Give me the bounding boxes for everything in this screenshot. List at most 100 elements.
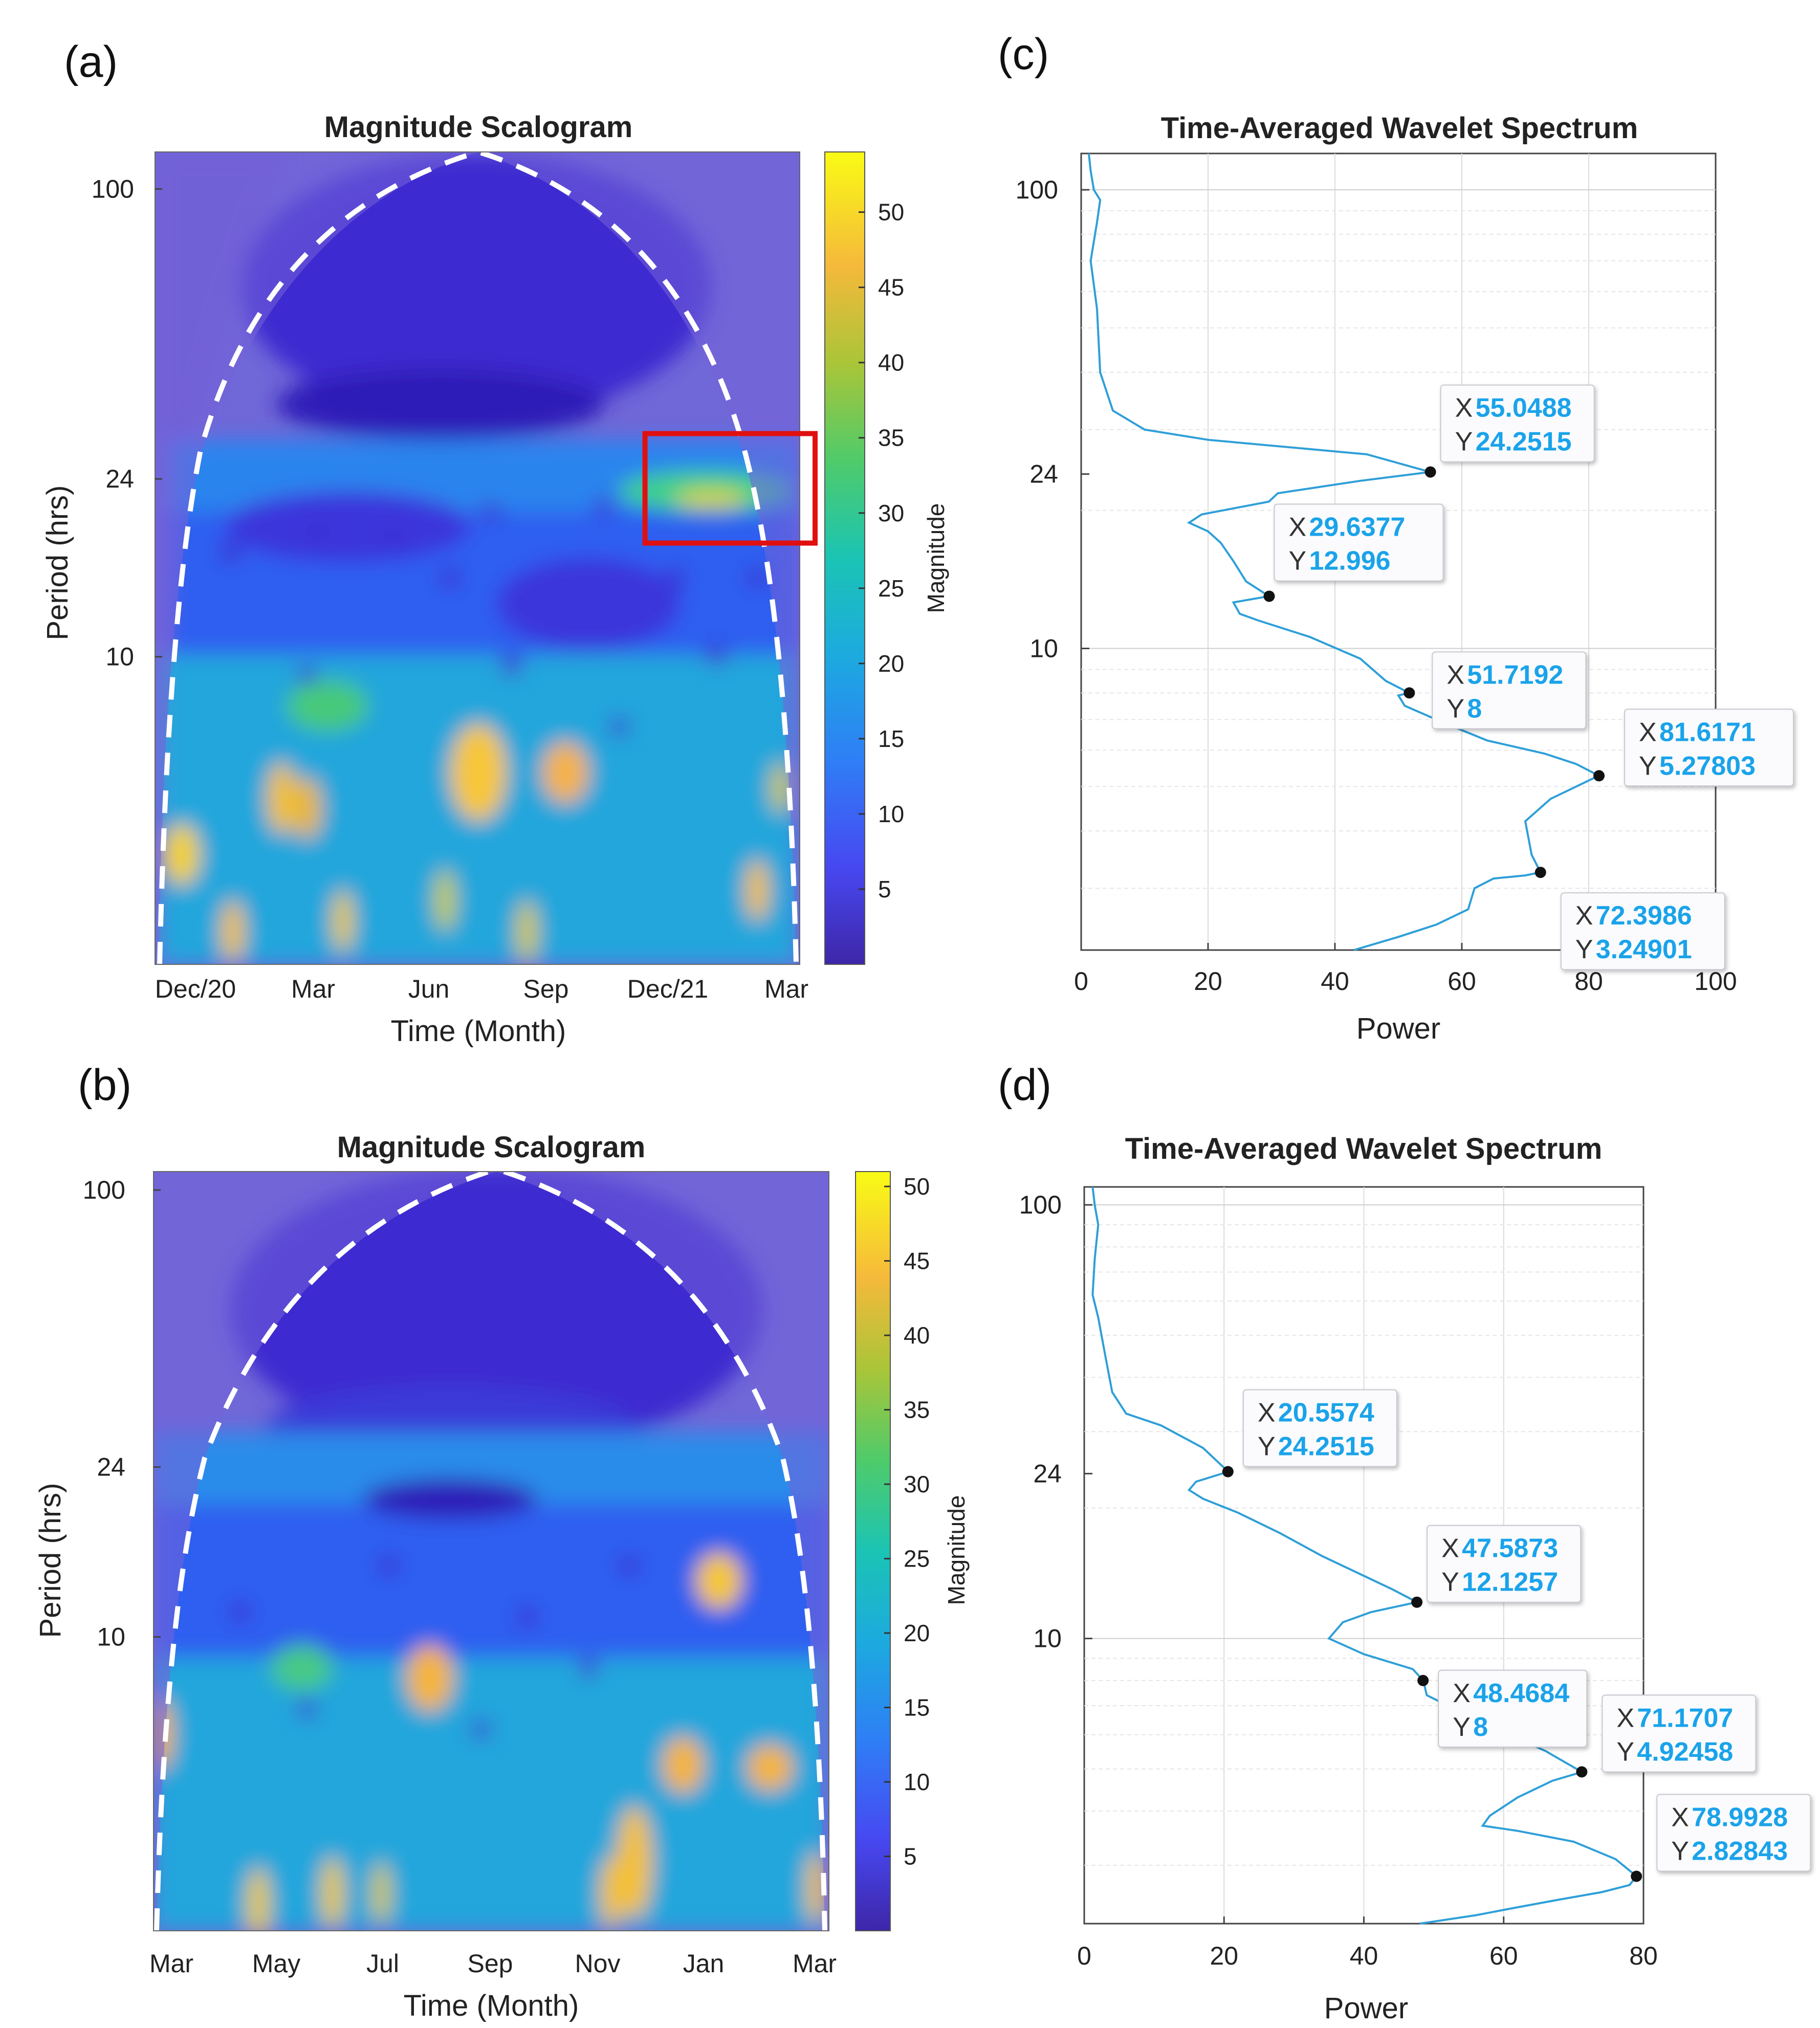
datatip-x-key: X [1441,1534,1459,1563]
datatip-box [1438,1669,1588,1748]
y-tick-label: 100 [83,1176,125,1204]
scalogram-b-heatmap [154,1172,829,1931]
datatip-y-value: 8 [1467,694,1482,723]
spectrum-d-xticks: 0 20 40 60 80 [1077,1916,1658,1970]
x-tick-label: Mar [793,1949,837,1978]
panel-label-a: (a) [64,37,118,86]
datatip-marker[interactable] [1263,590,1275,602]
colorbar-tick-label: 35 [878,425,904,451]
colorbar-tick-label: 15 [878,725,904,752]
x-tick-label: Nov [575,1949,621,1978]
scalogram-a-ylabel: Period (hrs) [41,486,74,641]
datatip-x-value: 55.0488 [1476,393,1572,423]
colorbar-tick-label: 25 [904,1546,930,1572]
y-tick-label: 10 [1029,634,1058,663]
scalogram-a-yticks: 100 24 10 [92,174,162,671]
datatip-x-key: X [1616,1703,1634,1733]
colorbar-tick-label: 40 [904,1322,930,1349]
datatip-x-value: 48.4684 [1473,1679,1569,1708]
spectrum-c-xlabel: Power [1356,1012,1440,1045]
colorbar-tick-label: 25 [878,575,904,602]
datatip-y-key: Y [1453,1712,1471,1742]
colorbar-tick-label: 30 [878,500,904,526]
datatip-box [1432,651,1587,730]
datatip-box [1274,503,1444,582]
datatip-marker[interactable] [1404,687,1415,699]
x-tick-label: 0 [1077,1942,1091,1970]
datatip-y-value: 4.92458 [1637,1737,1733,1767]
colorbar-tick-label: 40 [878,349,904,376]
datatip-box [1602,1694,1757,1773]
y-tick-label: 24 [1029,460,1058,489]
scalogram-a-heatmap [155,152,800,964]
panel-label-d: (d) [998,1061,1051,1110]
x-tick-label: May [252,1949,300,1978]
highlight-box [642,431,818,546]
datatip-marker[interactable] [1593,770,1605,782]
datatip-x-value: 78.9928 [1692,1803,1788,1833]
scalogram-a-xlabel: Time (Month) [391,1015,566,1048]
datatip-marker[interactable] [1576,1766,1588,1778]
datatip-x-key: X [1639,717,1657,747]
colorbar-a-label: Magnitude [923,503,949,613]
datatip-y-key: Y [1639,751,1657,781]
datatip-y-key: Y [1258,1432,1276,1462]
x-tick-label: 40 [1321,967,1349,996]
datatip-marker[interactable] [1222,1466,1234,1478]
scalogram-b-ylabel: Period (hrs) [34,1483,67,1638]
spectrum-c: Time-Averaged Wavelet Spectrum 0 20 40 60 80… [1016,112,1794,1045]
datatip-x-value: 47.5873 [1462,1534,1558,1563]
datatip-x-key: X [1455,393,1473,423]
x-tick-label: 40 [1350,1942,1378,1970]
x-tick-label: 100 [1694,967,1737,996]
spectrum-d-grid [1084,1187,1643,1924]
colorbar-tick-label: 10 [904,1769,930,1795]
scalogram-b-title: Magnitude Scalogram [337,1131,646,1164]
coi-boundary-b [154,1172,827,1931]
x-tick-label: Mar [764,975,808,1003]
scalogram-a-frame [155,151,800,965]
panel-label-c: (c) [998,30,1049,79]
datatip-marker[interactable] [1424,466,1436,478]
datatip-y-key: Y [1616,1737,1634,1767]
y-tick-label: 24 [105,465,134,493]
datatip-marker[interactable] [1417,1674,1429,1686]
datatip-marker[interactable] [1631,1870,1642,1882]
scalogram-b-frame [153,1171,829,1931]
x-tick-label: Sep [523,975,569,1003]
colorbar-b-ticks: 5 10 15 20 25 30 35 40 45 50 [884,1173,930,1870]
colorbar-tick-label: 5 [904,1843,917,1870]
datatip-x-key: X [1575,901,1593,931]
scalogram-b-xticks: Mar May Jul Sep Nov Jan Mar [149,1949,837,1978]
colorbar-tick-label: 15 [904,1694,930,1721]
colorbar-tick-label: 5 [878,876,891,902]
datatip-marker[interactable] [1534,867,1546,878]
datatip-x-key: X [1289,512,1307,542]
x-tick-label: 80 [1629,1942,1658,1970]
spectrum-c-xticks: 0 20 40 60 80 100 [1074,943,1737,996]
datatip-marker[interactable] [1411,1596,1423,1608]
colorbar-tick-label: 50 [878,199,904,226]
panel-label-b: (b) [78,1061,131,1110]
colorbar-tick-label: 45 [904,1248,930,1274]
colorbar-tick-label: 45 [878,274,904,301]
x-tick-label: Jan [683,1949,725,1978]
spectrum-d-yticks: 100 24 10 [1019,1191,1092,1653]
datatip-y-key: Y [1289,546,1307,576]
x-tick-label: Dec/20 [155,975,236,1003]
y-tick-label: 10 [97,1623,125,1651]
spectrum-d-title: Time-Averaged Wavelet Spectrum [1125,1132,1603,1165]
